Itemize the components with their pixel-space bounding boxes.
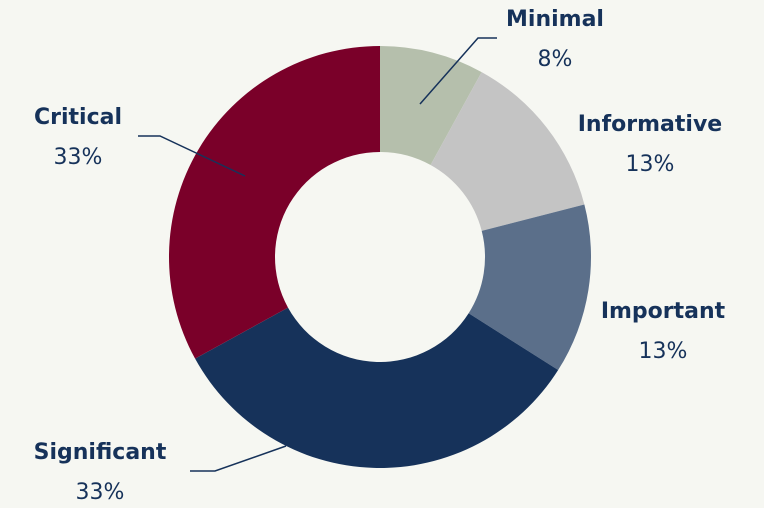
donut-slice (380, 46, 482, 165)
slice-label: Informative (578, 112, 722, 137)
donut-slice (468, 204, 591, 371)
value-label: 13% (626, 152, 675, 177)
slice-label: Minimal (506, 7, 604, 32)
slice-label: Significant (34, 440, 167, 465)
slice-label: Critical (34, 105, 122, 130)
value-label: 8% (538, 47, 573, 72)
leader-line (419, 37, 497, 105)
leader-line (138, 135, 246, 177)
value-label: 13% (639, 339, 688, 364)
donut-slice (430, 72, 585, 231)
value-label: 33% (54, 145, 103, 170)
leader-line (190, 445, 287, 472)
donut-slice (195, 307, 559, 468)
donut-slice (168, 46, 380, 359)
slice-label: Important (601, 299, 726, 324)
value-label: 33% (76, 480, 125, 505)
